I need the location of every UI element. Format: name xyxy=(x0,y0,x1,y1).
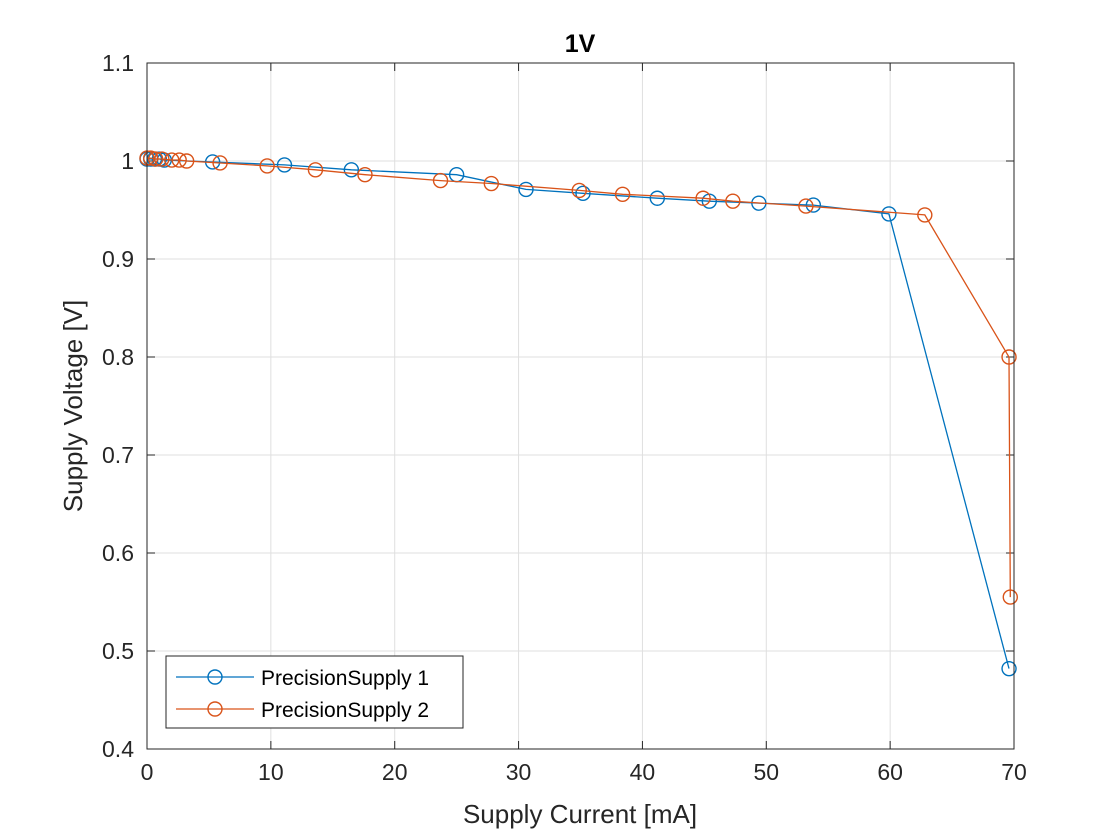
series-2-point xyxy=(1001,349,1017,365)
series-2-point xyxy=(307,162,324,178)
legend-label-series-1: PrecisionSupply 1 xyxy=(261,667,429,690)
y-axis-label: Supply Voltage [V] xyxy=(58,300,88,512)
series-2-point xyxy=(695,190,711,206)
series-2-point xyxy=(171,152,187,168)
x-axis-label: Supply Current [mA] xyxy=(463,799,697,829)
x-tick-label: 60 xyxy=(877,759,903,785)
y-tick-label: 0.4 xyxy=(102,736,134,762)
series-2-point xyxy=(725,193,741,209)
y-tick-label: 0.8 xyxy=(102,344,134,370)
series-2-point xyxy=(432,172,449,189)
x-tick-label: 0 xyxy=(141,759,154,785)
x-tick-label: 50 xyxy=(753,759,779,785)
series-2-point xyxy=(798,198,814,214)
y-tick-label: 0.6 xyxy=(102,540,134,566)
x-axis-ticks: 0 10 20 30 40 50 60 70 xyxy=(141,63,1027,785)
series-1-point xyxy=(343,162,360,178)
legend-marker-series-2 xyxy=(207,701,223,717)
x-tick-label: 20 xyxy=(382,759,408,785)
x-tick-label: 40 xyxy=(630,759,656,785)
series-2-point xyxy=(571,182,587,199)
series-1-point xyxy=(649,190,665,206)
legend-marker-series-1 xyxy=(207,669,223,685)
y-tick-label: 1.1 xyxy=(102,50,134,76)
series-layer xyxy=(139,150,1018,677)
x-tick-label: 70 xyxy=(1001,759,1027,785)
y-tick-label: 0.7 xyxy=(102,442,134,468)
y-tick-label: 1 xyxy=(121,148,134,174)
y-axis-ticks: 0.4 0.5 0.6 0.7 0.8 0.9 1 1.1 xyxy=(102,50,1014,762)
x-tick-label: 30 xyxy=(506,759,532,785)
series-2-point xyxy=(143,150,159,166)
series-2-point xyxy=(147,151,164,167)
plot-background xyxy=(147,63,1014,749)
series-2-point xyxy=(917,207,933,223)
series-2-point xyxy=(614,186,631,203)
series-2-point xyxy=(164,152,180,168)
series-2 xyxy=(139,150,1018,605)
plot-frame xyxy=(146,62,1015,750)
series-2-point xyxy=(483,175,500,192)
series-1-point xyxy=(881,206,897,222)
x-tick-label: 10 xyxy=(258,759,284,785)
series-1-point xyxy=(805,197,822,213)
legend-label-series-2: PrecisionSupply 2 xyxy=(261,699,429,722)
series-2-point xyxy=(154,151,170,167)
series-2-point xyxy=(259,158,275,174)
series-2-point xyxy=(357,167,373,183)
series-1-point xyxy=(518,181,534,198)
series-2-point xyxy=(212,155,228,171)
y-tick-label: 0.9 xyxy=(102,246,134,272)
chart-title: 1V xyxy=(565,30,596,58)
series-2-point xyxy=(1002,589,1018,605)
series-1-point xyxy=(276,157,293,173)
legend: PrecisionSupply 1 PrecisionSupply 2 xyxy=(165,655,464,729)
y-tick-label: 0.5 xyxy=(102,638,134,664)
series-1-point xyxy=(575,185,591,202)
series-2-point xyxy=(178,153,195,169)
series-1-point xyxy=(1001,660,1017,677)
